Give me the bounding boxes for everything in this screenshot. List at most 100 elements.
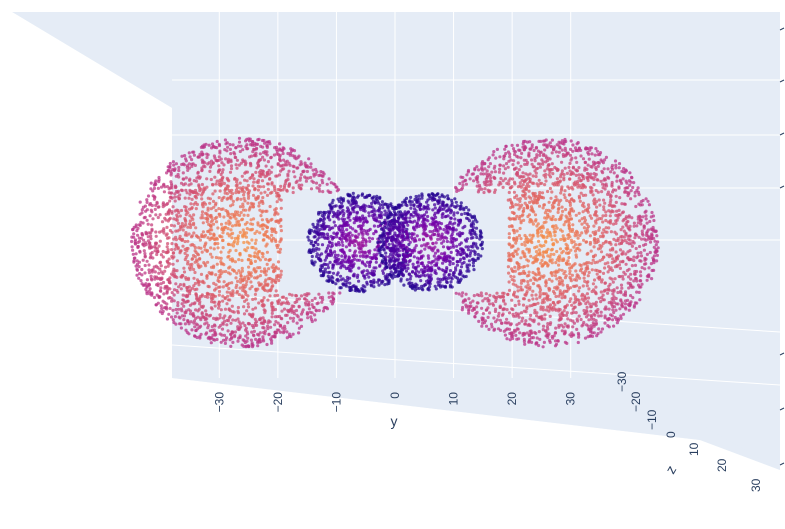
data-point [623,272,627,276]
data-point [564,305,568,309]
data-point [502,329,506,333]
data-point [506,292,510,296]
data-point [537,343,541,348]
data-point [618,196,622,200]
data-point [357,279,361,283]
data-point [145,218,149,222]
data-point [603,266,607,270]
data-point [582,262,586,266]
data-point [602,205,606,209]
data-point [519,221,523,225]
data-point [209,341,213,345]
data-point [235,186,239,190]
data-point [217,207,221,211]
data-point [217,289,222,294]
data-point [286,321,290,325]
data-point [609,203,613,207]
data-point [232,241,236,245]
gridline-z [171,344,781,386]
data-point [309,175,313,180]
data-point [227,286,231,291]
data-point [171,308,175,312]
data-point [261,209,265,213]
data-point [517,207,521,211]
data-point [250,142,254,146]
data-point [552,147,556,151]
data-point [251,140,255,144]
data-point [273,188,277,192]
data-point [256,188,260,192]
data-point [372,224,376,228]
data-point [264,283,268,287]
data-point [231,330,235,334]
data-point [565,171,570,175]
data-point [525,206,530,210]
data-point [596,276,600,280]
data-point [142,216,146,220]
data-point [158,239,162,243]
data-point [165,317,169,321]
data-point [372,269,376,273]
data-point [220,176,224,180]
data-point [305,169,309,174]
data-point [194,201,198,205]
data-point [261,238,265,242]
data-point [335,278,339,282]
data-point [496,314,500,318]
data-point [221,168,225,172]
data-point [585,309,589,313]
data-point [604,239,608,243]
data-point [232,151,236,155]
data-point [370,237,375,241]
data-point [514,203,518,207]
data-point [344,237,348,241]
data-point [509,245,514,249]
data-point [170,210,174,214]
data-point [183,257,187,262]
data-point [475,165,479,169]
data-point [319,259,323,263]
data-point [503,147,507,151]
data-point [598,243,602,248]
data-point [149,231,153,235]
data-point [594,230,598,234]
data-point [234,276,238,280]
data-points [130,136,660,349]
data-point [264,273,268,277]
data-point [575,327,579,331]
data-point [336,209,340,213]
data-point [309,315,313,319]
data-point [567,224,572,228]
data-point [314,167,318,172]
data-point [331,291,335,295]
data-point [312,230,316,234]
data-point [599,330,603,334]
data-point [544,138,548,142]
data-point [131,252,135,256]
data-point [540,158,544,162]
data-point [270,335,274,339]
data-point [132,225,136,229]
data-point [150,293,154,297]
data-point [650,210,654,215]
data-point [535,153,539,157]
data-point [603,281,607,285]
data-point [310,303,314,307]
data-point [188,225,193,230]
data-point [339,196,343,200]
data-point [355,210,359,214]
data-point [143,252,147,256]
data-point [640,266,644,270]
data-point [254,247,258,251]
data-point [610,289,614,293]
data-point [359,206,363,210]
data-point [219,268,223,273]
data-point [636,251,640,255]
data-point [536,184,540,188]
data-point [560,258,565,263]
data-point [487,183,491,187]
data-point [340,227,345,231]
data-point [332,220,336,224]
data-point [226,213,230,218]
